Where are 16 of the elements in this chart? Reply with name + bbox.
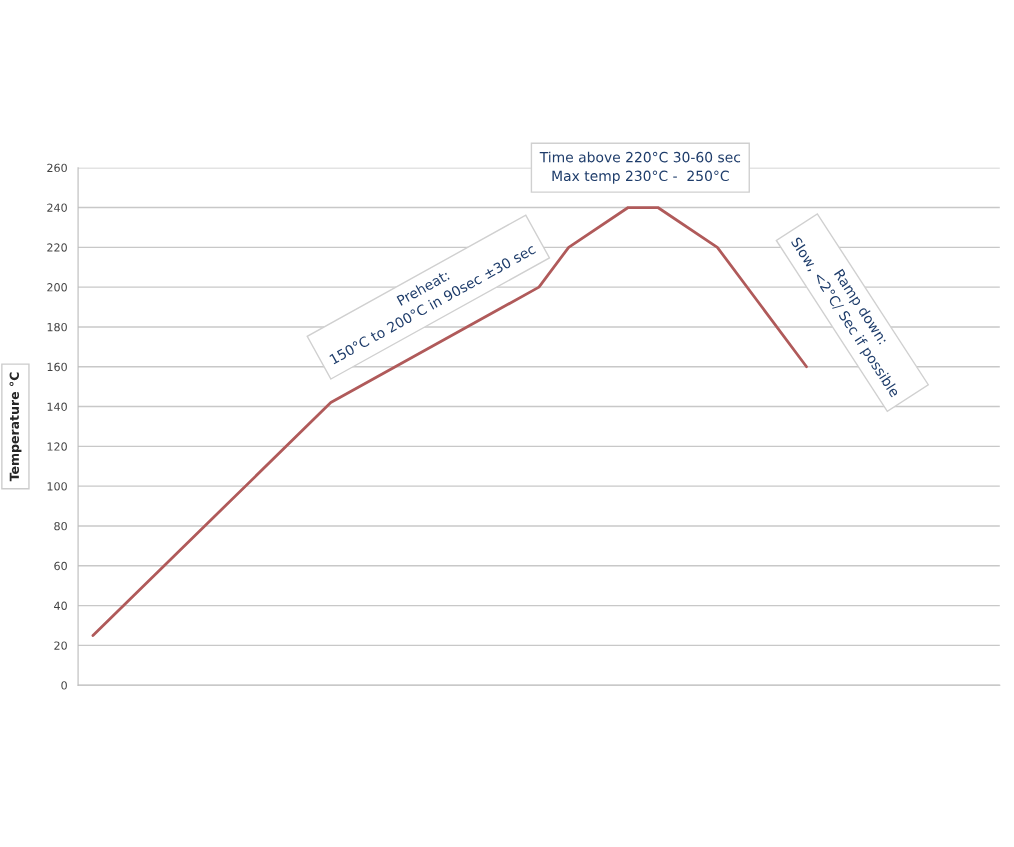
y-tick-label: 100 [47,482,67,491]
y-tick-label: 240 [47,203,67,212]
y-tick-label: 160 [47,362,67,372]
y-tick-label: 60 [54,561,67,571]
y-tick-label: 80 [54,521,67,531]
y-tick-label: 220 [47,243,67,252]
y-tick-label: 120 [47,442,67,451]
y-tick-label: 260 [47,163,67,173]
y-axis-title: Temperature °C [9,372,22,482]
y-tick-label: 20 [54,641,67,650]
y-tick-label: 40 [54,601,67,610]
y-tick-label: 140 [47,402,67,411]
y-tick-label: 0 [61,681,67,690]
y-tick-label: 200 [47,283,67,292]
annotation: Time above 220°C 30-60 sec Max temp 230°C - 250°C [539,151,741,184]
y-tick-label: 180 [47,322,67,332]
